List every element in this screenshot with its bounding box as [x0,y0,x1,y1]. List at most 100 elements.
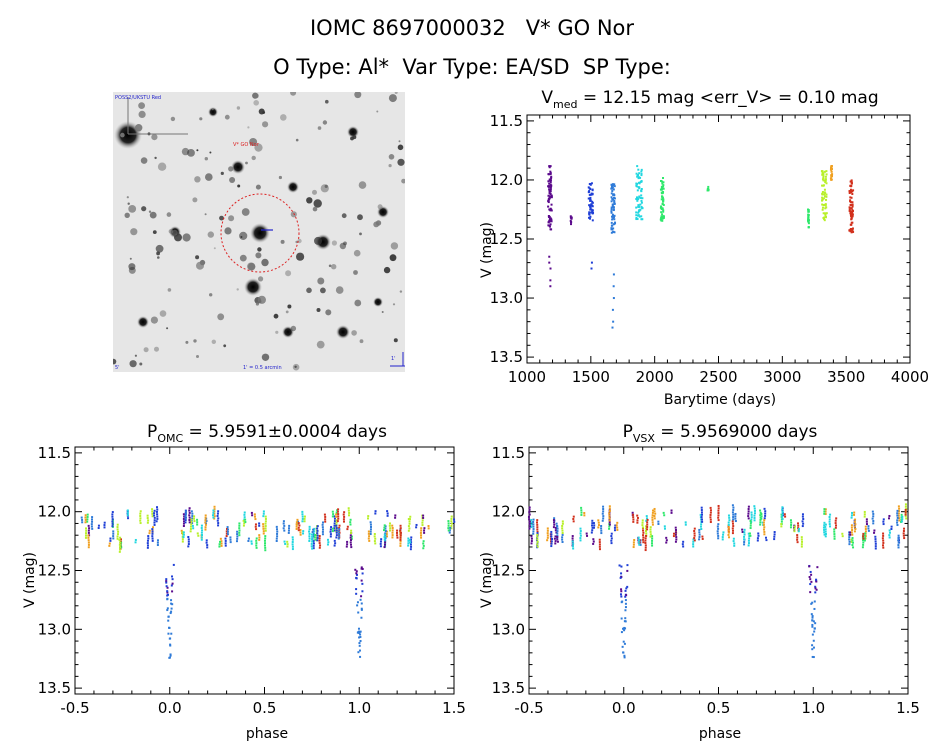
lightcurve-point [824,212,827,215]
lightcurve-point [570,220,573,223]
lightcurve-point [825,170,828,173]
phase-point [598,545,601,548]
phase-point [550,533,553,536]
phase-point [561,532,564,535]
phase-point [346,528,349,531]
phase-point [263,544,266,547]
phase-point [282,522,285,525]
phase-point [337,537,340,540]
lightcurve-point [849,184,852,187]
phase-point [81,521,84,524]
phase-point [851,536,854,539]
lightcurve-point [588,217,591,220]
phase-point [743,531,746,534]
eclipse-point [356,601,359,604]
eclipse-point [625,587,628,590]
phase-point [536,530,539,533]
phase-point [127,517,130,520]
lightcurve-point [591,211,594,214]
phase-point [761,521,764,524]
phase-point [833,533,836,536]
lightcurve-point [550,209,553,212]
lightcurve-point [640,215,643,218]
lightcurve-point [848,206,851,209]
phase-point [613,529,616,532]
eclipse-point [626,564,629,567]
phase-point [608,505,611,508]
phase-point [204,526,207,529]
phase-point [86,520,89,523]
phase-point [326,543,329,546]
x-tick-label: 3000 [763,368,801,386]
phase-point [632,520,635,523]
star [155,244,164,253]
phase-point [184,519,187,522]
phase-point [103,521,106,524]
phase-point [649,533,652,536]
phase-point [295,527,298,530]
phase-point [399,527,402,530]
phase-point [409,541,412,544]
eclipse-point [171,575,174,578]
phase-point [407,518,410,521]
lightcurve-point [570,216,573,219]
phase-point [383,529,386,532]
phase-point [732,506,735,509]
lightcurve-point [824,192,827,195]
phase-point [579,539,582,542]
phase-point [743,541,746,544]
phase-point [236,535,239,538]
star [205,173,213,181]
phase-point [262,510,265,513]
phase-point [229,541,232,544]
phase-point [753,512,756,515]
phase-point [693,539,696,542]
lightcurve-point [824,179,827,182]
phase-point [748,537,751,540]
lightcurve-point [662,210,665,213]
phase-point [722,531,725,534]
finder-survey-label: POSS2/UKSTU Red [115,95,161,101]
eclipse-point [813,630,816,633]
phase-point [700,511,703,514]
phase-point [653,515,656,518]
phase-point [717,527,720,530]
phase-point [732,518,735,521]
lightcurve-point [823,170,826,173]
phase-point [338,535,341,538]
lightcurve-point [610,183,613,186]
phase-point [318,546,321,549]
star [156,251,160,256]
phase-point [616,526,619,529]
phase-point [610,539,613,542]
phase-point [853,525,856,528]
phase-point [853,511,856,514]
phase-point [264,515,267,518]
phase-point [399,537,402,540]
phase-point [103,524,106,527]
star [195,255,200,260]
phase-point [147,519,150,522]
phase-point [447,527,450,530]
star [167,288,172,292]
phase-point [204,519,207,522]
lightcurve-point [662,184,665,187]
phase-point [156,539,159,542]
phase-point [181,532,184,535]
phase-point [644,544,647,547]
phase-point [318,542,321,545]
phase-point [848,536,851,539]
phase-point [316,536,319,539]
star [236,288,239,291]
eclipse-point [622,651,625,654]
lightcurve-point [587,197,590,200]
phase-point [348,511,351,514]
phase-point [536,521,539,524]
phase-point [301,515,304,518]
lightcurve-point [635,211,638,214]
eclipse-point [358,642,361,645]
eclipse-point [621,645,624,648]
star [296,252,305,261]
phase-point [709,521,712,524]
